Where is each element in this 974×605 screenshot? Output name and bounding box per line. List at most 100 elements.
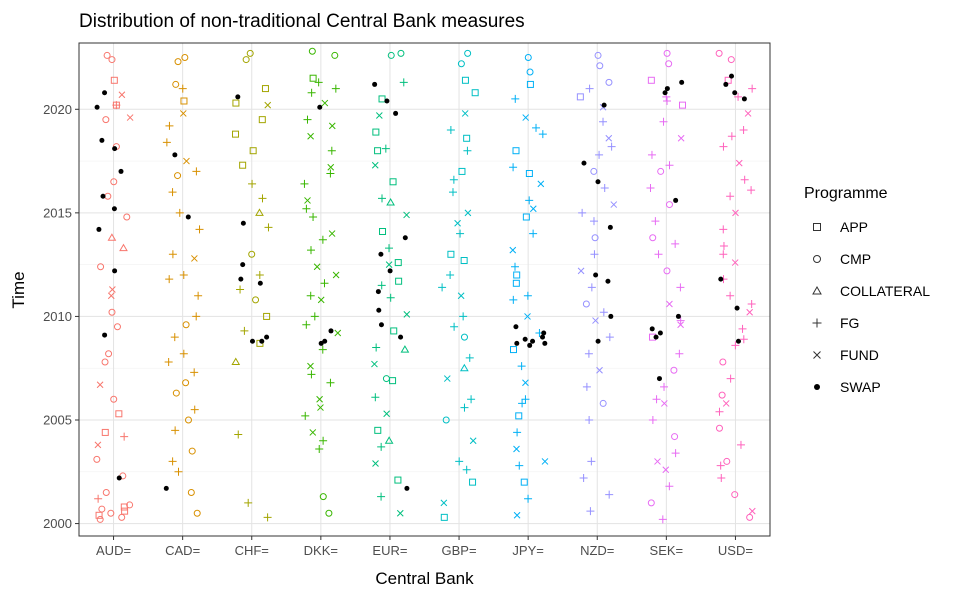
data-point xyxy=(307,88,316,97)
data-point xyxy=(607,224,613,230)
data-point xyxy=(469,437,477,445)
data-point xyxy=(246,49,254,57)
data-point xyxy=(726,291,735,300)
data-point xyxy=(115,410,123,418)
data-point xyxy=(731,491,739,499)
data-point xyxy=(174,58,182,66)
data-point xyxy=(320,279,329,288)
data-point xyxy=(719,142,728,151)
data-point xyxy=(389,377,397,385)
data-point xyxy=(517,362,526,371)
data-point xyxy=(378,194,387,203)
data-point xyxy=(651,217,660,226)
data-point xyxy=(102,332,108,338)
data-point xyxy=(514,340,520,346)
data-point xyxy=(599,117,608,126)
data-point xyxy=(719,225,728,234)
data-point xyxy=(178,84,187,93)
data-point xyxy=(665,482,674,491)
data-point xyxy=(461,110,469,117)
data-point xyxy=(126,114,134,121)
data-point xyxy=(121,507,129,515)
data-point xyxy=(676,316,685,325)
data-point xyxy=(599,399,607,407)
data-point xyxy=(236,285,245,294)
data-point xyxy=(179,271,188,279)
legend-item: APP xyxy=(813,219,868,235)
data-point xyxy=(384,98,390,104)
data-point xyxy=(393,110,399,116)
data-point xyxy=(319,436,328,445)
data-point xyxy=(446,271,455,279)
data-point xyxy=(108,308,116,316)
data-point xyxy=(601,102,607,108)
data-point xyxy=(581,160,587,166)
x-tick-label: CAD= xyxy=(165,543,200,558)
data-point xyxy=(303,115,312,124)
data-point xyxy=(656,376,662,382)
data-point xyxy=(382,375,390,383)
data-point xyxy=(649,326,655,332)
data-point xyxy=(96,226,102,232)
data-point xyxy=(264,334,270,340)
data-point xyxy=(665,60,673,68)
data-point xyxy=(97,263,105,271)
data-point xyxy=(307,370,316,379)
legend-item-label: APP xyxy=(840,219,868,235)
data-point xyxy=(723,81,729,87)
data-point xyxy=(314,78,323,87)
data-point xyxy=(372,81,378,87)
data-point xyxy=(715,49,723,57)
data-point xyxy=(509,295,518,304)
data-point xyxy=(579,474,588,482)
data-point xyxy=(460,333,468,341)
data-point xyxy=(524,54,532,61)
data-point xyxy=(509,346,517,354)
data-point xyxy=(732,90,738,96)
data-point xyxy=(538,130,547,139)
data-point xyxy=(520,478,528,486)
data-point xyxy=(595,179,601,185)
data-point xyxy=(660,400,668,407)
data-point xyxy=(608,313,614,319)
data-point xyxy=(378,322,384,328)
data-point xyxy=(671,449,680,458)
data-point xyxy=(735,159,743,167)
data-point xyxy=(718,276,724,282)
data-point xyxy=(471,89,479,97)
data-point xyxy=(264,101,272,109)
data-point xyxy=(385,244,394,253)
legend-item-label: CMP xyxy=(840,251,871,267)
data-point xyxy=(541,458,549,465)
data-point xyxy=(317,404,324,411)
data-point xyxy=(378,251,384,257)
data-point xyxy=(670,366,678,374)
data-point xyxy=(331,84,340,93)
data-point xyxy=(193,509,201,517)
data-point xyxy=(102,116,110,124)
data-point xyxy=(731,259,739,266)
data-point xyxy=(185,214,191,220)
data-point xyxy=(309,74,317,82)
data-point xyxy=(101,428,109,436)
data-point xyxy=(328,328,334,334)
data-point xyxy=(397,49,405,57)
data-point xyxy=(459,363,469,372)
data-point xyxy=(673,197,679,203)
data-point xyxy=(739,126,748,134)
data-point xyxy=(377,281,386,290)
data-point xyxy=(523,291,532,300)
data-point xyxy=(463,146,472,155)
data-point xyxy=(739,335,748,344)
data-point xyxy=(313,263,321,271)
data-point xyxy=(515,461,524,470)
data-point xyxy=(403,311,411,318)
data-point xyxy=(458,167,466,175)
data-point xyxy=(261,85,269,93)
data-point xyxy=(248,179,257,188)
data-point xyxy=(96,381,104,389)
data-point xyxy=(110,395,118,403)
grid-layer xyxy=(79,43,770,536)
data-point xyxy=(509,163,518,172)
